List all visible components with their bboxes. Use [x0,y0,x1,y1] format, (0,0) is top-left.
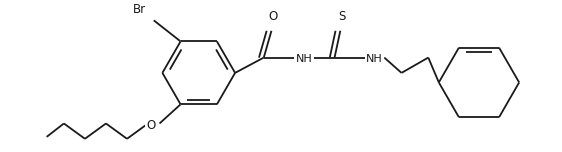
Text: O: O [147,119,156,132]
Text: O: O [269,10,278,23]
Text: NH: NH [366,54,383,64]
Text: NH: NH [296,54,312,64]
Text: S: S [338,10,346,23]
Text: Br: Br [133,3,146,16]
